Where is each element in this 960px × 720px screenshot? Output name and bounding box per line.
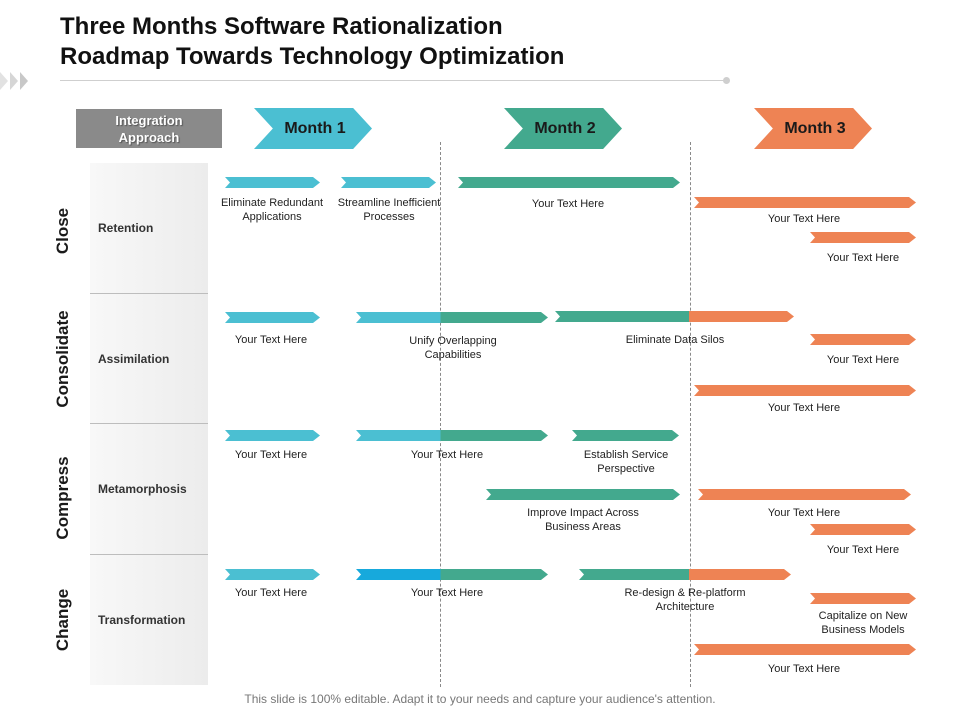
month-3-chevron: Month 3 bbox=[754, 108, 872, 149]
task-label: Your Text Here bbox=[531, 198, 605, 210]
row-divider bbox=[90, 293, 208, 294]
row-name-metamorphosis: Metamorphosis bbox=[98, 482, 187, 496]
task-bar bbox=[810, 334, 916, 345]
task-bar bbox=[810, 524, 916, 535]
integration-approach-header: Integration Approach bbox=[76, 109, 222, 148]
task-bar bbox=[458, 177, 680, 188]
task-label: Your Text Here bbox=[410, 449, 484, 461]
task-label: Your Text Here bbox=[234, 587, 308, 599]
task-bar bbox=[694, 385, 916, 396]
task-label: Establish Service Perspective bbox=[583, 449, 669, 475]
row-label-column bbox=[90, 163, 208, 685]
row-name-transformation: Transformation bbox=[98, 613, 186, 627]
month-separator bbox=[440, 142, 441, 687]
task-bar bbox=[555, 311, 794, 322]
task-bar bbox=[810, 232, 916, 243]
task-bar bbox=[225, 312, 320, 323]
month-separator bbox=[690, 142, 691, 687]
title-line-2: Roadmap Towards Technology Optimization bbox=[60, 43, 565, 70]
row-name-retention: Retention bbox=[98, 221, 154, 235]
month-3-label: Month 3 bbox=[784, 119, 846, 137]
phase-change: Change bbox=[53, 588, 72, 652]
task-label: Your Text Here bbox=[410, 587, 484, 599]
task-bar bbox=[694, 197, 916, 208]
phase-close: Close bbox=[53, 207, 72, 255]
month-1-chevron: Month 1 bbox=[254, 108, 372, 149]
task-bar bbox=[486, 489, 680, 500]
task-label: Your Text Here bbox=[826, 252, 900, 264]
chevron-decoration-icon bbox=[0, 72, 28, 90]
task-label: Unify Overlapping Capabilities bbox=[409, 335, 497, 361]
task-bar bbox=[356, 569, 548, 580]
month-1-label: Month 1 bbox=[284, 119, 346, 137]
approach-line-2: Approach bbox=[118, 129, 180, 145]
task-label: Your Text Here bbox=[234, 449, 308, 461]
row-divider bbox=[90, 423, 208, 424]
phase-consolidate: Consolidate bbox=[53, 310, 72, 408]
task-label: Your Text Here bbox=[767, 213, 841, 225]
task-bar bbox=[810, 593, 916, 604]
task-bar bbox=[356, 430, 548, 441]
title-divider bbox=[60, 80, 725, 81]
task-label: Your Text Here bbox=[234, 334, 308, 346]
task-label: Capitalize on New Business Models bbox=[818, 610, 908, 636]
title-divider-dot bbox=[723, 77, 730, 84]
task-bar bbox=[225, 430, 320, 441]
approach-line-1: Integration bbox=[115, 112, 183, 128]
task-label: Your Text Here bbox=[767, 663, 841, 675]
task-label: Eliminate Redundant Applications bbox=[220, 197, 324, 223]
task-bar bbox=[225, 177, 320, 188]
footer-note: This slide is 100% editable. Adapt it to… bbox=[244, 692, 716, 706]
task-bar bbox=[694, 644, 916, 655]
task-label: Re-design & Re-platform Architecture bbox=[624, 587, 746, 613]
month-2-label: Month 2 bbox=[534, 119, 596, 137]
task-bar bbox=[698, 489, 911, 500]
task-bar bbox=[341, 177, 436, 188]
task-bar bbox=[579, 569, 791, 580]
title-line-1: Three Months Software Rationalization bbox=[60, 13, 503, 40]
task-label: Your Text Here bbox=[767, 402, 841, 414]
task-label: Improve Impact Across Business Areas bbox=[527, 507, 639, 533]
slide-title: Three Months Software Rationalization Ro… bbox=[60, 12, 880, 72]
task-label: Your Text Here bbox=[767, 507, 841, 519]
task-bar bbox=[356, 312, 548, 323]
task-bar bbox=[572, 430, 679, 441]
task-label: Your Text Here bbox=[826, 354, 900, 366]
row-name-assimilation: Assimilation bbox=[98, 352, 170, 366]
phase-compress: Compress bbox=[53, 456, 72, 540]
task-label: Eliminate Data Silos bbox=[625, 334, 725, 346]
row-divider bbox=[90, 554, 208, 555]
task-label: Your Text Here bbox=[826, 544, 900, 556]
task-label: Streamline Inefficient Processes bbox=[337, 197, 441, 223]
month-2-chevron: Month 2 bbox=[504, 108, 622, 149]
task-bar bbox=[225, 569, 320, 580]
